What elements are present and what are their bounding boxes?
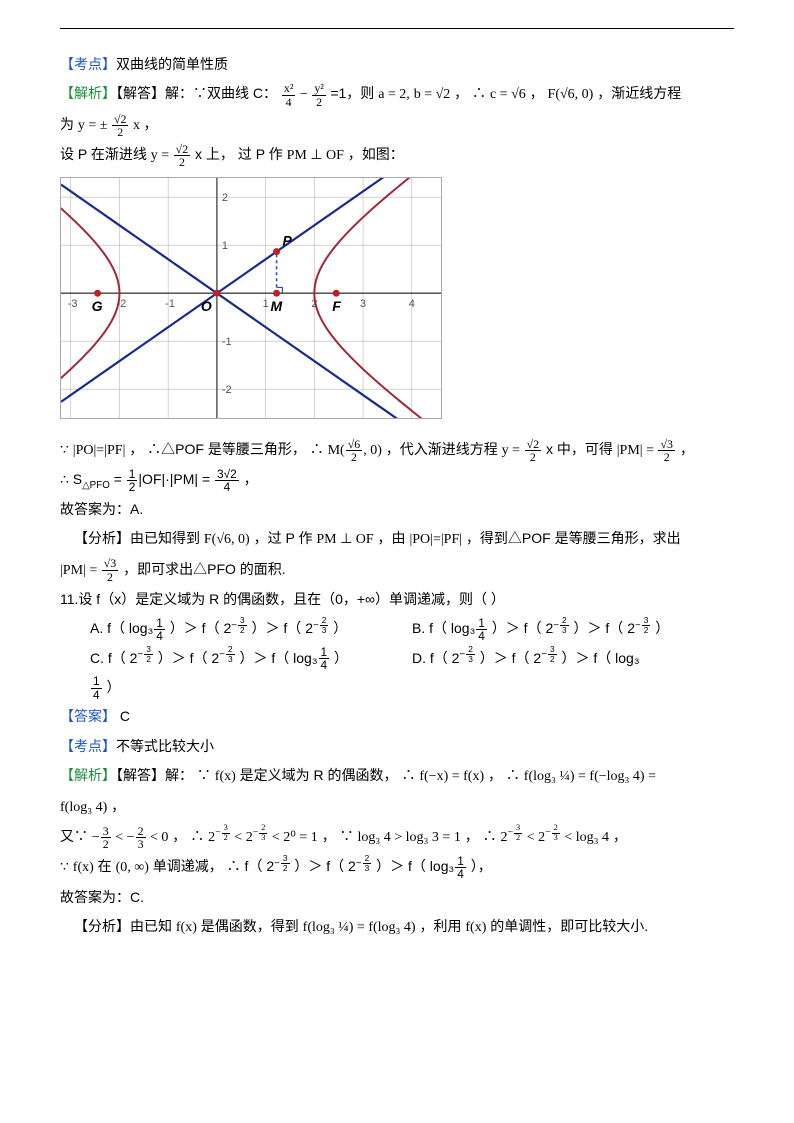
line-fenxi1b: |PM| = √32 ，即可求出△PFO 的面积.	[60, 555, 734, 585]
pm-perp-of: PM ⊥ OF	[287, 148, 344, 163]
line-asymp: 为 y = ± √22 x ，	[60, 110, 734, 140]
jiexi-prefix: 解：∵双曲线 C：	[165, 85, 277, 101]
F-point: F(√6, 0)	[548, 87, 594, 102]
q11-options: A. f（ log₃14 ）＞ f（ 2−32 ）＞ f（ 2−23 ） B. …	[60, 614, 734, 702]
svg-text:4: 4	[409, 298, 415, 310]
line-area: ∴ S△PFO = 12|OF|·|PM| = 3√24 ，	[60, 465, 734, 494]
svg-text:-1: -1	[222, 336, 232, 348]
line-setp: 设 P 在渐进线 y = √22 x 上， 过 P 作 PM ⊥ OF ，如图：	[60, 140, 734, 170]
svg-text:F: F	[332, 298, 341, 314]
svg-text:3: 3	[360, 298, 366, 310]
c-eq: c = √6	[490, 87, 526, 102]
a-eq: a = 2,	[378, 87, 410, 102]
pm-val: |PM| = √32	[617, 443, 676, 458]
line-kaodian2: 【考点】不等式比较大小	[60, 732, 734, 761]
svg-text:M: M	[271, 298, 283, 314]
line-compare: 又∵ −32 < −23 < 0 ， ∴ 2−32 < 2−23 < 2⁰ = …	[60, 822, 734, 852]
label-jieda: 【解答】	[116, 85, 165, 101]
line-ans-c: 故答案为：C.	[60, 883, 734, 912]
line-jiexi1: 【解析】【解答】解：∵双曲线 C： x²4 − y²2 =1，则 a = 2, …	[60, 79, 734, 109]
b-eq: b = √2	[414, 87, 451, 102]
label-fenxi: 【分析】	[74, 530, 130, 546]
q11-stem: 11.设 f（x）是定义域为 R 的偶函数，且在（0，+∞）单调递减，则（ ）	[60, 585, 734, 614]
line-jiexi2b: f(log₃ 4) ，	[60, 792, 734, 822]
diagram-svg: -3-2-11234-2-112GOMFP	[60, 177, 442, 419]
option-a: A. f（ log₃14 ）＞ f（ 2−32 ）＞ f（ 2−23 ）	[90, 614, 412, 643]
svg-text:-1: -1	[165, 298, 175, 310]
hyperbola-eq: x²4 − y²2	[281, 87, 330, 102]
line-fenxi1: 【分析】由已知得到 F(√6, 0) ，过 P 作 PM ⊥ OF ，由 |PO…	[60, 524, 734, 554]
line-daan: 【答案】 C	[60, 702, 734, 731]
option-d-cont: 14 ）	[90, 673, 734, 702]
line-ans-a: 故答案为：A.	[60, 495, 734, 524]
svg-text:1: 1	[222, 240, 228, 252]
label-kaodian: 【考点】	[60, 56, 116, 72]
svg-text:P: P	[283, 232, 293, 248]
line-jiexi2: 【解析】【解答】解： ∵ f(x) 是定义域为 R 的偶函数， ∴ f(−x) …	[60, 761, 734, 791]
label-daan: 【答案】	[60, 708, 116, 724]
label-jiexi: 【解析】	[60, 85, 116, 101]
line-mono: ∵ f(x) 在 (0, ∞) 单调递减， ∴ f（ 2−32 ）＞ f（ 2−…	[60, 852, 734, 882]
svg-text:O: O	[201, 298, 212, 314]
svg-text:-3: -3	[68, 298, 78, 310]
svg-text:G: G	[92, 298, 103, 314]
line-kaodian1: 【考点】双曲线的简单性质	[60, 50, 734, 79]
line-fenxi2: 【分析】由已知 f(x) 是偶函数，得到 f(log₃ ¼) = f(log₃ …	[60, 912, 734, 942]
kaodian1-text: 双曲线的简单性质	[116, 56, 228, 72]
svg-text:-2: -2	[222, 384, 232, 396]
svg-text:1: 1	[263, 298, 269, 310]
hyperbola-diagram: -3-2-11234-2-112GOMFP	[60, 177, 734, 429]
svg-text:2: 2	[222, 192, 228, 204]
option-c: C. f（ 2−32 ）＞ f（ 2−23 ）＞ f（ log₃14 ）	[90, 644, 412, 673]
option-d: D. f（ 2−23 ）＞ f（ 2−32 ）＞ f（ log₃	[412, 644, 734, 673]
option-b: B. f（ log₃14 ）＞ f（ 2−23 ）＞ f（ 2−32 ）	[412, 614, 734, 643]
M-point: M(√62, 0)	[328, 443, 382, 458]
y-eq: y = ± √22 x ，	[78, 118, 158, 133]
line-isoceles: ∵ |PO|=|PF| ， ∴△POF 是等腰三角形， ∴ M(√62, 0) …	[60, 435, 734, 465]
